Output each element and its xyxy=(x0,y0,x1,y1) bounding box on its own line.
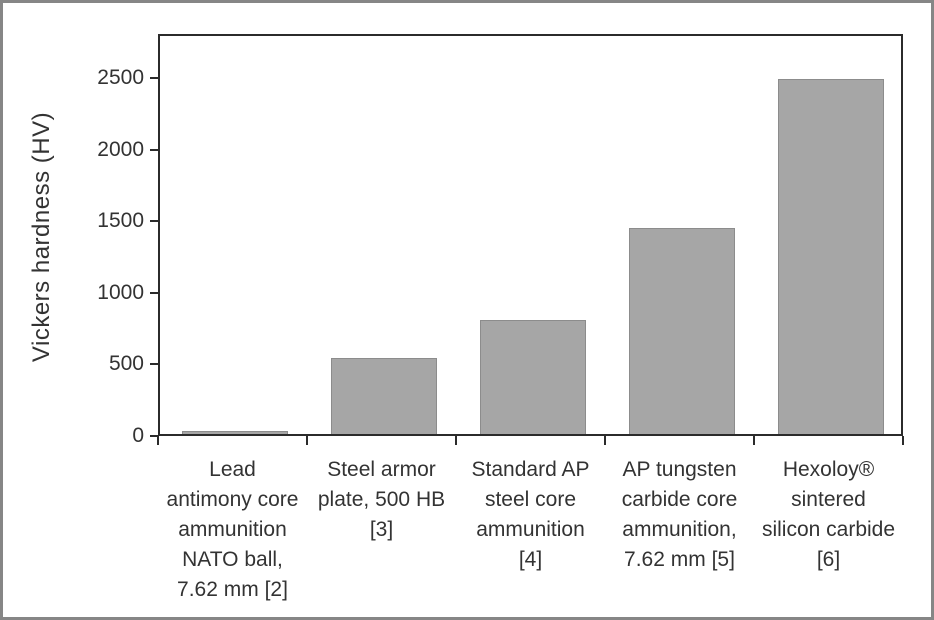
bar xyxy=(181,431,288,434)
bar xyxy=(777,79,884,434)
x-tick-mark xyxy=(455,436,457,445)
category-label: AP tungsten carbide core ammunition, 7.6… xyxy=(621,458,738,571)
y-tick-mark xyxy=(150,220,158,223)
y-tick-label: 0 xyxy=(132,424,144,447)
y-axis-title: Vickers hardness (HV) xyxy=(28,111,55,363)
y-tick-mark xyxy=(150,363,158,366)
y-tick-label: 2500 xyxy=(97,66,144,90)
bar xyxy=(479,319,586,434)
x-tick-mark xyxy=(902,436,904,445)
plot-area xyxy=(158,34,903,436)
y-tick-mark xyxy=(150,291,158,294)
x-tick-mark xyxy=(306,436,308,445)
x-tick-mark xyxy=(157,436,159,445)
y-tick-mark xyxy=(150,148,158,151)
y-tick-mark xyxy=(150,77,158,80)
y-tick-label: 1500 xyxy=(97,209,144,233)
category-label: Steel armor plate, 500 HB [3] xyxy=(317,458,446,541)
category-label: Standard AP steel core ammunition [4] xyxy=(471,458,590,571)
y-tick-label: 1000 xyxy=(97,280,144,304)
y-tick-mark xyxy=(150,435,158,437)
x-tick-mark xyxy=(753,436,755,445)
category-label: Lead antimony core ammunition NATO ball,… xyxy=(166,458,299,601)
bar xyxy=(628,228,735,434)
category-label: Hexoloy® sintered silicon carbide [6] xyxy=(761,458,896,571)
y-tick-label: 500 xyxy=(108,352,144,376)
bar xyxy=(330,358,437,434)
y-tick-label: 2000 xyxy=(97,137,144,161)
x-tick-mark xyxy=(604,436,606,445)
